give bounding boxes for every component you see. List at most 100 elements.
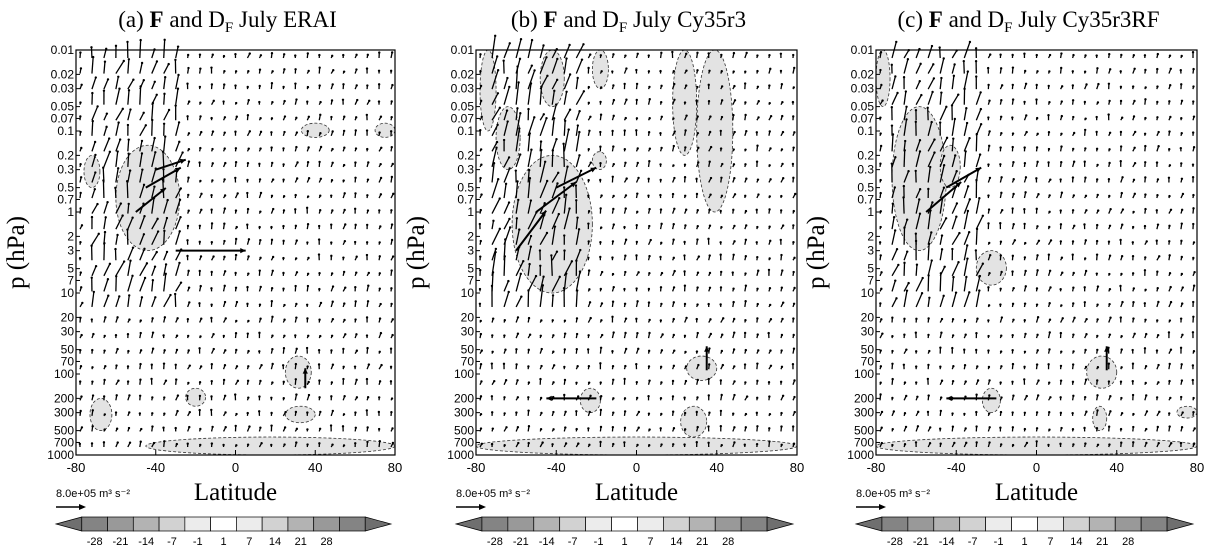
flux-vector-head (390, 115, 393, 119)
flux-vector (491, 228, 501, 246)
flux-vector-head (659, 396, 663, 400)
flux-vector (963, 292, 970, 308)
flux-vector-head (234, 286, 238, 290)
flux-vector-head (259, 54, 263, 57)
flux-vector-head (1011, 426, 1015, 429)
ytick-label: 0.3 (57, 163, 74, 177)
colorbar-label: 7 (246, 536, 252, 548)
flux-vector-head (1133, 99, 1136, 103)
flux-vector-head (344, 333, 347, 336)
shaded-region (1086, 355, 1118, 389)
flux-vector-head (1157, 300, 1160, 304)
prominent-vector-head (159, 188, 166, 194)
flux-vector (939, 58, 945, 74)
flux-vector-head (1095, 239, 1099, 243)
flux-vector-head (879, 162, 882, 165)
flux-vector-head (210, 208, 213, 211)
flux-vector-head (294, 208, 297, 211)
flux-vector-head (1095, 54, 1098, 57)
flux-vector (575, 132, 580, 152)
flux-vector (551, 295, 554, 308)
flux-vector-head (155, 250, 158, 254)
flux-vector-head (707, 441, 710, 444)
flux-vector-head (517, 81, 520, 84)
flux-vector-head (623, 410, 627, 413)
flux-vector-head (647, 301, 651, 304)
flux-vector-head (540, 85, 543, 88)
flux-vector (915, 292, 923, 308)
flux-vector-head (305, 303, 309, 306)
flux-vector-head (755, 411, 759, 415)
flux-vector-head (914, 120, 918, 124)
flux-vector-head (270, 424, 273, 427)
flux-vector (527, 212, 537, 230)
flux-vector-head (599, 145, 602, 148)
flux-vector (563, 208, 571, 230)
flux-vector (163, 251, 168, 261)
flux-vector (139, 140, 143, 152)
flux-vector (515, 108, 519, 121)
flux-vector-head (330, 334, 334, 337)
flux-vector-head (685, 316, 688, 320)
flux-vector-head (163, 396, 166, 399)
flux-vector-head (1095, 253, 1099, 256)
flux-vector-head (1060, 132, 1063, 136)
flux-vector-head (1119, 85, 1123, 89)
flux-vector-head (769, 364, 773, 367)
flux-vector (503, 168, 511, 183)
flux-vector-head (940, 248, 944, 251)
flux-vector-head (103, 413, 107, 416)
flux-vector-head (1011, 53, 1014, 57)
flux-vector (151, 297, 156, 308)
flux-vector-head (940, 91, 943, 94)
flux-vector-head (781, 130, 785, 134)
flux-vector-head (635, 380, 639, 384)
flux-vector (563, 120, 566, 136)
shaded-region (875, 49, 891, 108)
flux-vector-head (210, 287, 213, 290)
flux-vector-head (258, 225, 261, 229)
flux-vector-head (587, 364, 591, 368)
flux-vector-head (306, 85, 310, 89)
flux-vector-head (295, 427, 299, 431)
flux-vector-head (732, 51, 736, 55)
flux-vector-head (78, 256, 82, 260)
flux-vector-head (389, 347, 393, 350)
flux-vector-head (743, 443, 746, 446)
flux-vector-head (791, 363, 795, 366)
shaded-region (495, 106, 521, 171)
colorbar-cell (688, 516, 716, 532)
flux-vector (503, 291, 510, 308)
ytick-label: 0.1 (457, 124, 474, 138)
flux-vector-head (671, 379, 675, 383)
flux-vector (175, 199, 181, 214)
flux-vector (515, 296, 522, 308)
flux-vector-head (188, 301, 191, 304)
flux-vector-head (318, 318, 321, 321)
flux-vector-head (390, 100, 393, 103)
flux-vector-head (587, 194, 590, 197)
flux-vector-head (539, 396, 543, 400)
flux-vector-head (1037, 193, 1040, 196)
flux-vector-head (319, 410, 322, 414)
flux-vector-head (1131, 85, 1135, 88)
flux-vector-head (696, 115, 699, 118)
flux-vector (527, 149, 533, 168)
flux-vector-head (235, 300, 239, 304)
flux-vector-head (150, 363, 153, 366)
flux-vector-head (914, 441, 918, 444)
flux-vector-head (163, 440, 166, 443)
flux-vector-head (791, 425, 795, 428)
flux-vector-head (1107, 178, 1111, 181)
flux-vector-head (1095, 130, 1098, 134)
prominent-vector (925, 181, 962, 213)
flux-vector (539, 86, 543, 105)
flux-vector-head (1060, 114, 1064, 118)
flux-vector-head (1109, 68, 1112, 71)
colorbar-label: 1 (621, 536, 627, 548)
flux-vector-head (234, 176, 237, 180)
flux-vector-head (588, 288, 591, 291)
flux-vector-head (1168, 130, 1171, 133)
colorbar-label: -14 (939, 536, 955, 548)
flux-vector-head (79, 240, 82, 244)
